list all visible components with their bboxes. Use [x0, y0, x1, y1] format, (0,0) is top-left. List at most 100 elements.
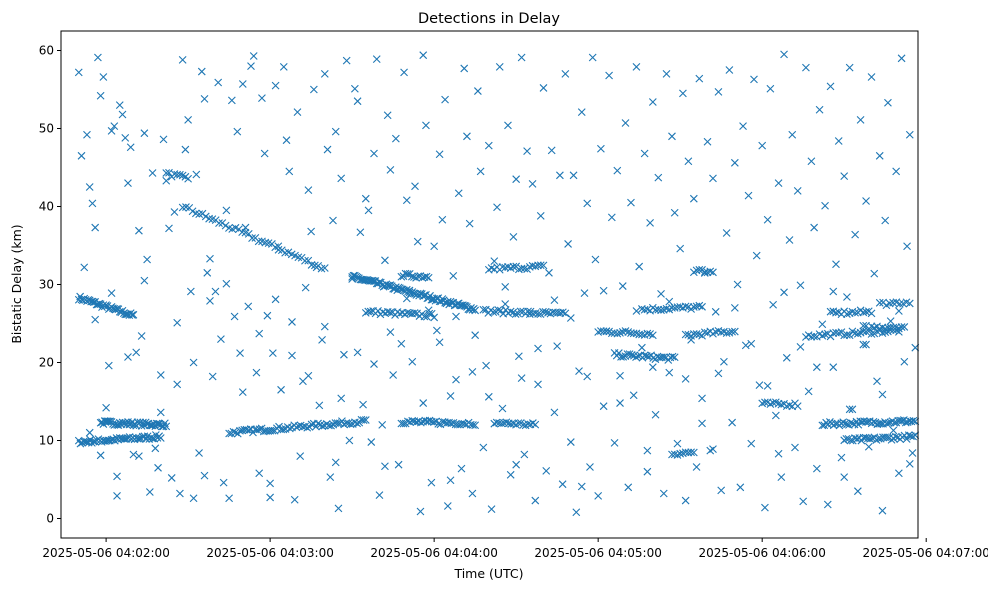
data-point: [99, 73, 108, 81]
data-point: [785, 401, 794, 410]
data-point: [897, 323, 906, 331]
data-point: [575, 367, 583, 375]
data-point: [840, 172, 849, 180]
data-point: [260, 149, 269, 158]
data-point: [564, 240, 572, 248]
data-point: [728, 418, 737, 427]
data-point: [586, 463, 594, 471]
data-point: [205, 214, 213, 223]
y-tick-label: 20: [39, 356, 54, 370]
data-point: [113, 491, 121, 500]
data-point: [221, 221, 230, 230]
data-point: [891, 432, 900, 441]
data-point: [556, 171, 564, 180]
data-point: [670, 208, 679, 217]
data-point: [252, 368, 261, 377]
data-point: [419, 399, 428, 407]
data-point: [758, 141, 767, 150]
data-point: [777, 473, 786, 482]
data-point: [233, 127, 242, 136]
data-point: [842, 435, 851, 443]
data-point: [399, 419, 408, 428]
data-point: [102, 403, 110, 412]
data-point: [115, 101, 124, 109]
data-point: [720, 357, 728, 366]
data-point: [700, 269, 709, 277]
data-point: [517, 53, 526, 62]
data-point: [249, 52, 258, 60]
data-point: [229, 427, 238, 436]
data-point: [402, 196, 411, 205]
data-point: [892, 167, 901, 176]
data-point: [333, 419, 342, 428]
data-point: [364, 206, 373, 215]
data-point: [345, 436, 354, 445]
data-point: [162, 422, 171, 431]
data-point: [416, 418, 425, 427]
data-point: [761, 503, 769, 512]
data-point: [195, 210, 204, 219]
data-point: [829, 363, 838, 372]
data-point: [709, 268, 717, 277]
data-point: [200, 94, 209, 103]
data-point: [812, 363, 821, 372]
data-point: [400, 310, 409, 319]
data-point: [662, 70, 671, 78]
data-point: [845, 63, 854, 72]
y-axis: 0 10 20 30 40 50 60: [39, 44, 61, 526]
data-point: [304, 371, 313, 380]
data-point: [867, 330, 876, 338]
data-point: [85, 428, 94, 437]
data-point: [903, 242, 911, 251]
data-point: [408, 357, 417, 366]
data-point: [446, 392, 455, 400]
data-point: [381, 256, 389, 265]
data-point: [843, 330, 851, 339]
data-point: [722, 229, 731, 237]
data-point: [435, 150, 444, 159]
data-point: [447, 419, 456, 428]
data-point: [558, 480, 567, 489]
data-point: [902, 435, 911, 443]
data-point: [307, 227, 316, 236]
data-point: [771, 411, 780, 420]
data-point: [706, 267, 715, 276]
data-point: [566, 314, 575, 322]
data-point: [780, 288, 788, 297]
data-point: [361, 194, 370, 203]
data-point: [203, 268, 212, 277]
data-point: [670, 353, 679, 362]
data-point: [368, 276, 377, 285]
data-point: [434, 419, 443, 428]
data-point: [900, 357, 909, 366]
data-point: [853, 329, 862, 338]
data-point: [482, 361, 490, 370]
data-point: [408, 416, 417, 425]
data-point: [192, 170, 201, 179]
data-point: [763, 382, 772, 390]
data-point: [329, 216, 337, 225]
data-point: [873, 377, 881, 386]
data-point: [148, 169, 157, 177]
data-point: [550, 408, 559, 417]
data-point: [665, 368, 674, 377]
data-point: [673, 439, 682, 448]
data-point: [594, 491, 603, 500]
data-point: [104, 417, 113, 426]
data-point: [502, 418, 511, 427]
data-point: [77, 151, 86, 160]
data-point: [271, 295, 280, 304]
data-point: [681, 302, 690, 311]
data-point: [810, 332, 819, 341]
data-point: [425, 309, 434, 318]
data-point: [156, 371, 165, 379]
data-point: [400, 68, 408, 77]
data-point: [244, 426, 253, 435]
data-point: [684, 157, 693, 166]
data-point: [858, 418, 867, 426]
data-point: [692, 330, 701, 338]
data-point: [416, 507, 425, 516]
data-point: [156, 434, 165, 442]
data-point: [627, 351, 636, 359]
data-point: [894, 307, 903, 315]
